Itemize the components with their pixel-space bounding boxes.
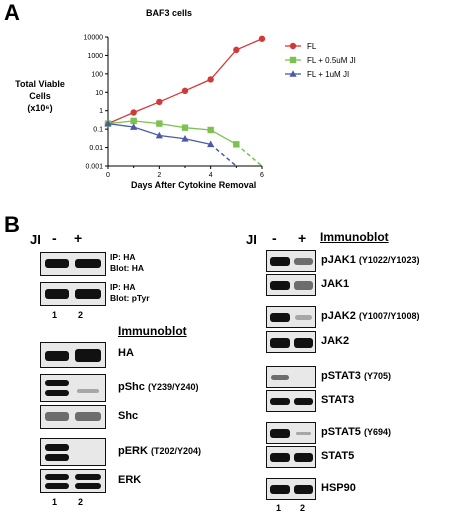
data-point <box>156 120 163 127</box>
ip-ha-blot-ptyr-label: IP: HA Blot: pTyr <box>110 282 150 303</box>
ji-label-left: JI <box>30 232 41 247</box>
data-point <box>258 35 266 42</box>
ip-ha-blot-ha-label: IP: HA Blot: HA <box>110 252 144 273</box>
data-point <box>289 42 297 50</box>
blot-pstat5 <box>266 422 316 444</box>
lane-1-label-ip: 1 <box>52 310 58 320</box>
blot-hsp90 <box>266 478 316 500</box>
immunoblot-heading-right: Immunoblot <box>320 230 389 244</box>
x-tick-label: 2 <box>157 172 161 179</box>
plus-sign-left: + <box>74 230 83 246</box>
legend-label: FL <box>307 42 317 51</box>
series-2 <box>104 119 237 167</box>
data-point <box>130 123 138 130</box>
blot-pjak2 <box>266 306 316 328</box>
data-point <box>156 98 163 106</box>
immunoblot-heading-left: Immunoblot <box>118 324 187 338</box>
blot-label-stat5: STAT5 <box>321 450 355 462</box>
data-point <box>207 140 215 148</box>
blot-stat3 <box>266 390 316 412</box>
ji-label-right: JI <box>246 232 257 247</box>
legend-label: FL + 1uM JI <box>307 70 349 79</box>
y-axis-label-line-1: Total Viable <box>15 79 65 89</box>
y-axis-label-line-3: (x10⁶) <box>27 103 53 113</box>
legend-label: FL + 0.5uM JI <box>307 56 356 65</box>
blot-label-hsp90: HSP90 <box>321 482 356 494</box>
series-0 <box>104 35 266 127</box>
data-point <box>130 117 137 125</box>
series-dashed-tail <box>210 143 237 167</box>
blot-pshc <box>40 374 106 402</box>
y-axis-label: Total Viable Cells (x10⁶) <box>2 78 78 114</box>
y-tick-label: 10 <box>95 90 103 97</box>
blot-shc <box>40 405 106 429</box>
y-tick-label: 0.01 <box>89 145 103 152</box>
lane-2-label-right: 2 <box>300 503 306 513</box>
series-line <box>107 120 237 145</box>
data-point <box>181 134 189 142</box>
blot-label-jak1: JAK1 <box>321 278 350 290</box>
data-point <box>289 70 297 77</box>
x-tick-label: 4 <box>209 172 213 179</box>
series-1 <box>104 117 263 167</box>
panel-a-letter: A <box>4 0 20 25</box>
chart-legend: FL FL + 0.5uM JI FL + 1uM JI <box>285 42 356 79</box>
plus-sign-right: + <box>298 230 307 246</box>
lane-1-label-left: 1 <box>52 497 58 507</box>
blot-perk <box>40 438 106 466</box>
blot-label-pshc: pShc (Y239/Y240) <box>118 381 199 393</box>
y-tick-label: 1 <box>99 108 103 115</box>
lane-1-label-right: 1 <box>276 503 282 513</box>
blot-label-stat3: STAT3 <box>321 394 355 406</box>
blot-label-pstat3: pSTAT3 (Y705) <box>321 370 392 382</box>
data-point <box>104 119 112 127</box>
blot-ha <box>40 342 106 368</box>
y-tick-label: 0.1 <box>93 127 103 134</box>
panel-b-letter: B <box>4 212 20 237</box>
blot-label-pjak2: pJAK2 (Y1007/Y1008) <box>321 310 420 322</box>
blot-label-erk: ERK <box>118 474 142 486</box>
data-point <box>233 46 240 54</box>
chart-series <box>104 35 266 167</box>
y-tick-label: 100 <box>91 71 103 78</box>
lane-2-label-ip: 2 <box>78 310 84 320</box>
y-tick-label: 1000 <box>87 53 103 60</box>
data-point <box>233 141 240 148</box>
blot-label-shc: Shc <box>118 410 139 422</box>
blot-label-perk: pERK (T202/Y204) <box>118 445 202 457</box>
blot-ip-ptyr <box>40 282 106 306</box>
lane-2-label-left: 2 <box>78 497 84 507</box>
data-point <box>207 76 214 83</box>
minus-sign-left: - <box>52 230 57 246</box>
chart-title: BAF3 cells <box>146 8 193 18</box>
blot-jak1 <box>266 274 316 296</box>
blot-label-jak2: JAK2 <box>321 335 350 347</box>
x-axis-label: Days After Cytokine Removal <box>131 180 257 190</box>
x-tick-label: 0 <box>106 172 110 179</box>
series-dashed-tail <box>235 143 263 167</box>
data-point <box>181 87 189 95</box>
data-point <box>130 109 137 116</box>
minus-sign-right: - <box>272 230 277 246</box>
blot-label-pjak1: pJAK1 (Y1022/Y1023) <box>321 254 420 266</box>
blot-label-pstat5: pSTAT5 (Y694) <box>321 426 392 438</box>
data-point <box>289 56 297 64</box>
y-axis-label-line-2: Cells <box>29 91 51 101</box>
data-point <box>207 126 214 134</box>
blot-erk <box>40 469 106 493</box>
x-tick-label: 6 <box>260 172 264 179</box>
blot-jak2 <box>266 331 316 353</box>
blot-pjak1 <box>266 250 316 272</box>
blot-ip-ha <box>40 252 106 276</box>
y-tick-label: 0.001 <box>85 164 103 171</box>
blot-pstat3 <box>266 366 316 388</box>
y-tick-label: 10000 <box>84 35 104 42</box>
data-point <box>155 131 163 139</box>
data-point <box>181 124 189 131</box>
blot-label-ha: HA <box>118 347 134 359</box>
blot-stat5 <box>266 446 316 468</box>
